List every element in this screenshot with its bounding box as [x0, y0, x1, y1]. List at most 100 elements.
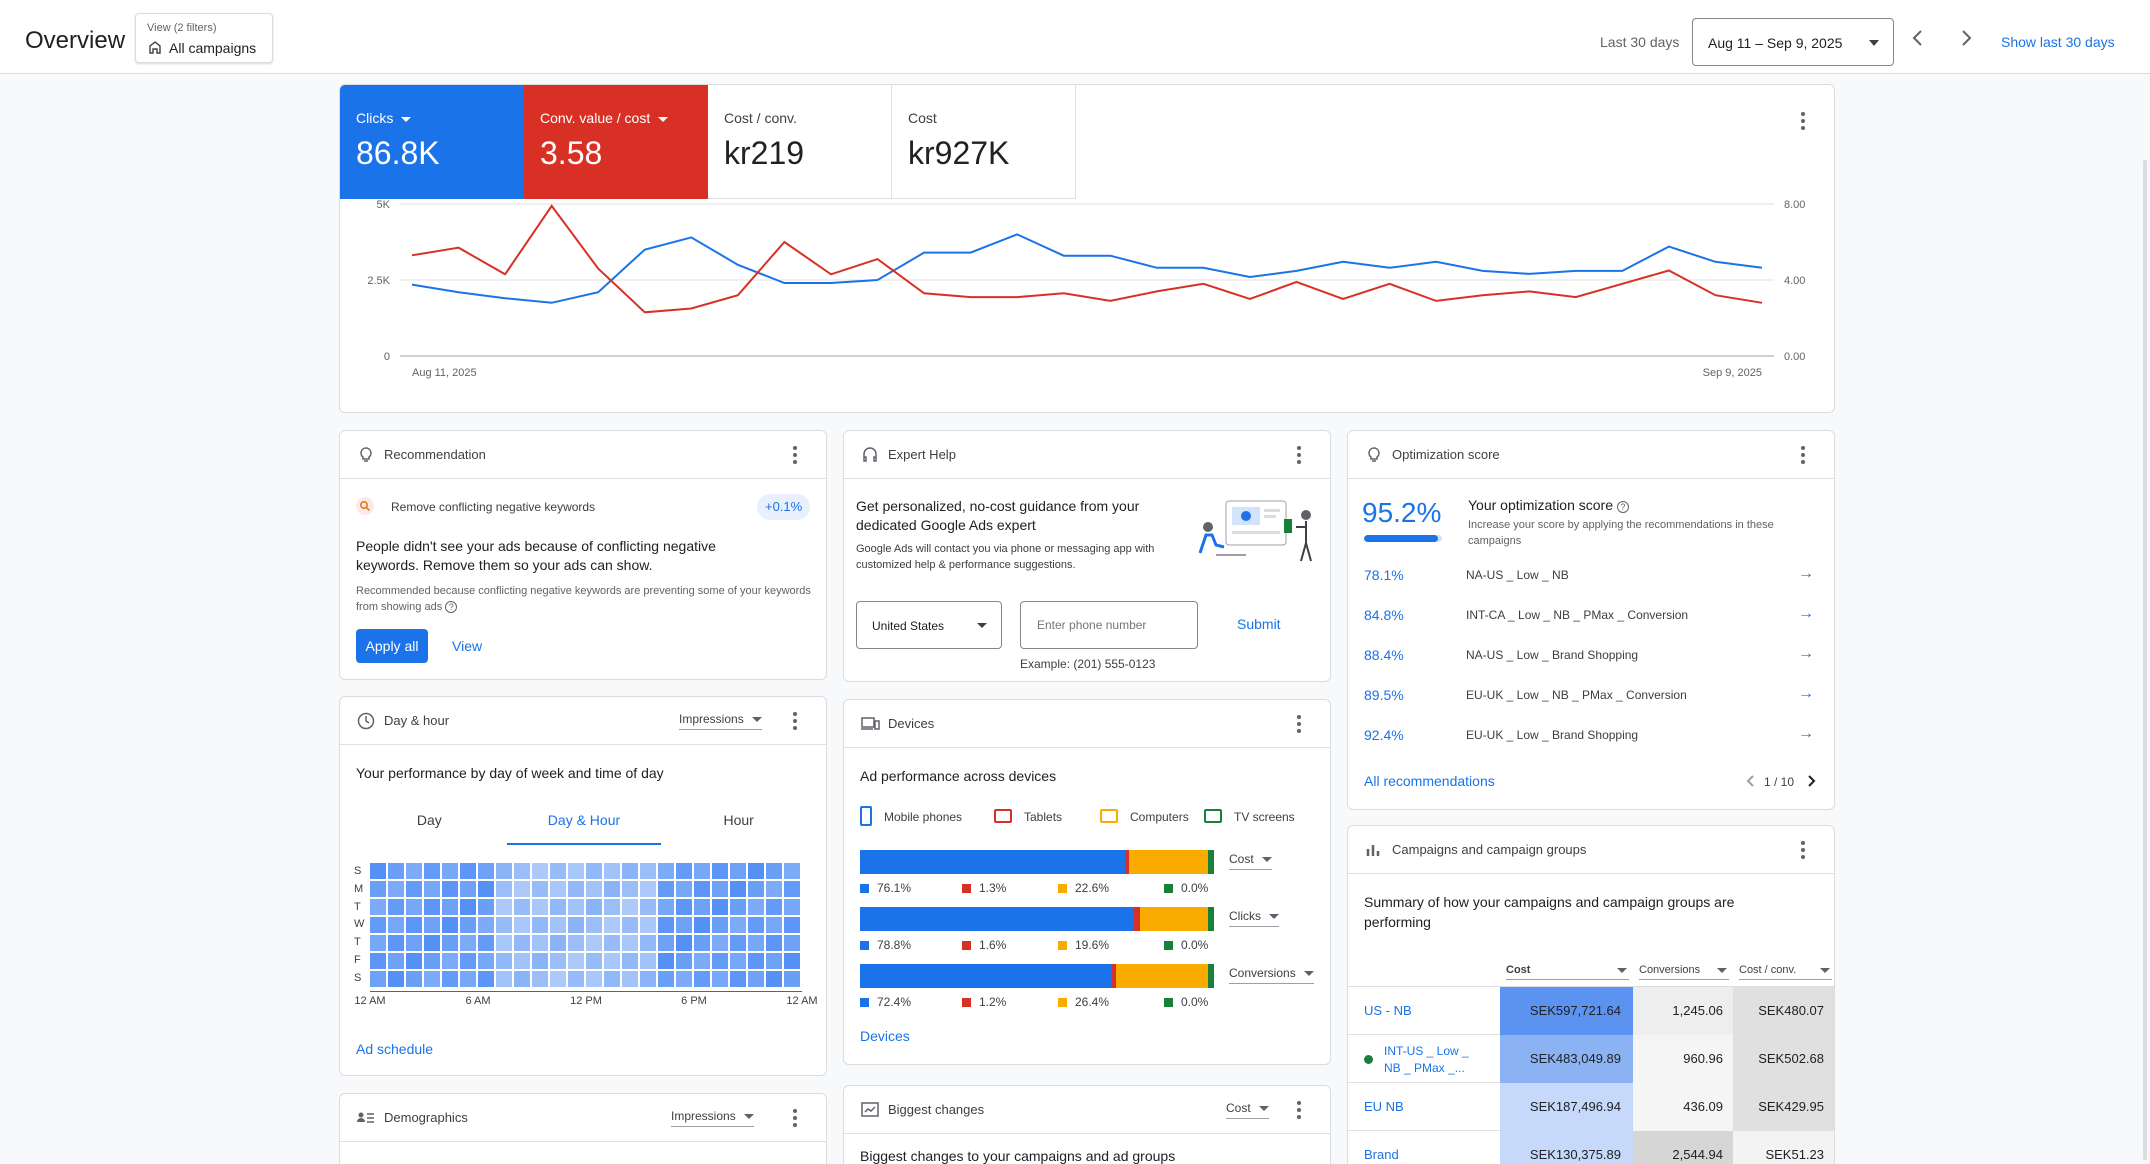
metric-cost-per-conv[interactable]: Cost / conv. kr219	[708, 85, 892, 199]
device-metric-select[interactable]: Cost	[1229, 852, 1272, 870]
heatmap-cell	[586, 917, 602, 933]
heatmap-cell	[496, 863, 512, 879]
recommendation-more-button[interactable]	[792, 445, 798, 465]
heatmap-cell	[424, 917, 440, 933]
tab-hour[interactable]: Hour	[723, 812, 754, 828]
expert-more-button[interactable]	[1296, 445, 1302, 465]
phone-input[interactable]	[1020, 601, 1198, 649]
arrow-right-icon[interactable]: →	[1798, 725, 1814, 742]
column-header-conversions[interactable]: Conversions	[1639, 964, 1729, 980]
heatmap-cell	[676, 899, 692, 915]
pager-prev-button[interactable]	[1743, 773, 1759, 794]
ad-schedule-link[interactable]: Ad schedule	[356, 1041, 434, 1057]
optimization-heading: Your optimization score ?	[1468, 497, 1629, 513]
heatmap-cell	[658, 971, 674, 987]
recommendation-item[interactable]: Remove conflicting negative keywords	[391, 500, 596, 514]
pager-next-button[interactable]	[1803, 773, 1819, 794]
optimization-row-campaign: EU-UK _ Low _ Brand Shopping	[1466, 728, 1639, 742]
optimization-row[interactable]: 89.5% EU-UK _ Low _ NB _ PMax _ Conversio…	[1348, 675, 1828, 715]
heatmap-cell	[766, 881, 782, 897]
campaign-name[interactable]: EU NB	[1364, 1099, 1404, 1114]
help-icon[interactable]: ?	[445, 601, 458, 613]
heatmap-cell	[514, 917, 530, 933]
campaigns-more-button[interactable]	[1800, 840, 1806, 860]
heatmap-cell	[532, 881, 548, 897]
country-select[interactable]: United States	[856, 601, 1002, 649]
share-label: 0.0%	[1164, 995, 1208, 1009]
arrow-right-icon[interactable]: →	[1798, 645, 1814, 662]
arrow-right-icon[interactable]: →	[1798, 605, 1814, 622]
heatmap-cell	[568, 881, 584, 897]
page-scrollbar[interactable]	[2143, 160, 2147, 1160]
demographics-more-button[interactable]	[792, 1108, 798, 1128]
heatmap-day-label: T	[354, 936, 361, 949]
share-label: 22.6%	[1058, 881, 1109, 895]
optimization-row[interactable]: 78.1% NA-US _ Low _ NB →	[1348, 555, 1828, 595]
conversions-cell: 1,245.06	[1633, 987, 1733, 1035]
heatmap-cell	[406, 863, 422, 879]
table-row[interactable]: Brand SEK130,375.89 2,544.94 SEK51.23	[1348, 1131, 1834, 1164]
devices-link[interactable]: Devices	[860, 1028, 910, 1044]
heatmap-cell	[388, 899, 404, 915]
biggest-more-button[interactable]	[1296, 1100, 1302, 1120]
heatmap-cell	[784, 953, 800, 969]
arrow-right-icon[interactable]: →	[1798, 685, 1814, 702]
heatmap-cell	[406, 881, 422, 897]
heatmap-cell	[478, 935, 494, 951]
heatmap-cell	[532, 899, 548, 915]
tab-day-hour[interactable]: Day & Hour	[506, 801, 662, 845]
campaign-name[interactable]: Brand	[1364, 1147, 1399, 1162]
bar-chart-icon	[1366, 845, 1380, 856]
heatmap-day-label: T	[354, 900, 361, 913]
day-hour-more-button[interactable]	[792, 711, 798, 731]
heatmap-cell	[370, 971, 386, 987]
help-icon[interactable]: ?	[1616, 501, 1629, 513]
chevron-left-icon	[1912, 30, 1922, 46]
metric-clicks[interactable]: Clicks 86.8K	[340, 85, 524, 199]
heatmap-cell	[658, 953, 674, 969]
heatmap-day-label: S	[354, 865, 362, 877]
column-header-cost[interactable]: Cost	[1506, 964, 1629, 980]
optimization-more-button[interactable]	[1800, 445, 1806, 465]
table-row[interactable]: INT-US _ Low _ NB _ PMax _... SEK483,049.…	[1348, 1035, 1834, 1083]
share-segment	[1124, 850, 1130, 874]
optimization-row[interactable]: 84.8% INT-CA _ Low _ NB _ PMax _ Conversi…	[1348, 595, 1828, 635]
day-hour-metric-select[interactable]: Impressions	[679, 712, 762, 730]
view-filter-button[interactable]: View (2 filters) All campaigns	[135, 13, 273, 63]
submit-button[interactable]: Submit	[1237, 616, 1281, 632]
heatmap-cell	[442, 935, 458, 951]
biggest-changes-card: Biggest changes Cost Biggest changes to …	[843, 1085, 1331, 1164]
show-last-link[interactable]: Show last 30 days	[2001, 34, 2115, 50]
devices-more-button[interactable]	[1296, 714, 1302, 734]
device-metric-select[interactable]: Conversions	[1229, 966, 1314, 984]
tab-day[interactable]: Day	[416, 812, 442, 828]
biggest-metric-select[interactable]: Cost	[1226, 1101, 1269, 1119]
optimization-row[interactable]: 88.4% NA-US _ Low _ Brand Shopping →	[1348, 635, 1828, 675]
table-row[interactable]: EU NB SEK187,496.94 436.09 SEK429.95	[1348, 1083, 1834, 1131]
device-metric-select[interactable]: Clicks	[1229, 909, 1279, 927]
view-recommendation-link[interactable]: View	[452, 638, 483, 654]
arrow-right-icon[interactable]: →	[1798, 565, 1814, 582]
campaign-name[interactable]: INT-US _ Low _ NB _ PMax _...	[1384, 1044, 1469, 1075]
heatmap-cell	[406, 953, 422, 969]
column-header-cost-conv-[interactable]: Cost / conv.	[1739, 964, 1832, 980]
demographics-metric-select[interactable]: Impressions	[671, 1109, 754, 1127]
heatmap-cell	[496, 917, 512, 933]
metric-cost[interactable]: Cost kr927K	[892, 85, 1076, 199]
heatmap-cell	[694, 899, 710, 915]
metric-clicks-value: 86.8K	[356, 135, 440, 171]
table-row[interactable]: US - NB SEK597,721.64 1,245.06 SEK480.07	[1348, 987, 1834, 1035]
optimization-row[interactable]: 92.4% EU-UK _ Low _ Brand Shopping →	[1348, 715, 1828, 755]
prev-range-button[interactable]	[1906, 26, 1930, 50]
heatmap-cell	[370, 953, 386, 969]
next-range-button[interactable]	[1954, 26, 1978, 50]
metric-conv-value[interactable]: Conv. value / cost 3.58	[524, 85, 708, 199]
apply-all-button[interactable]: Apply all	[356, 629, 428, 663]
heatmap-cell	[658, 917, 674, 933]
chart-more-button[interactable]	[1800, 111, 1806, 131]
legend-label: Mobile phones	[884, 810, 963, 824]
date-range-select[interactable]: Aug 11 – Sep 9, 2025	[1692, 18, 1894, 66]
heatmap-cell	[532, 935, 548, 951]
campaign-name[interactable]: US - NB	[1364, 1003, 1412, 1018]
all-recommendations-link[interactable]: All recommendations	[1364, 773, 1495, 789]
